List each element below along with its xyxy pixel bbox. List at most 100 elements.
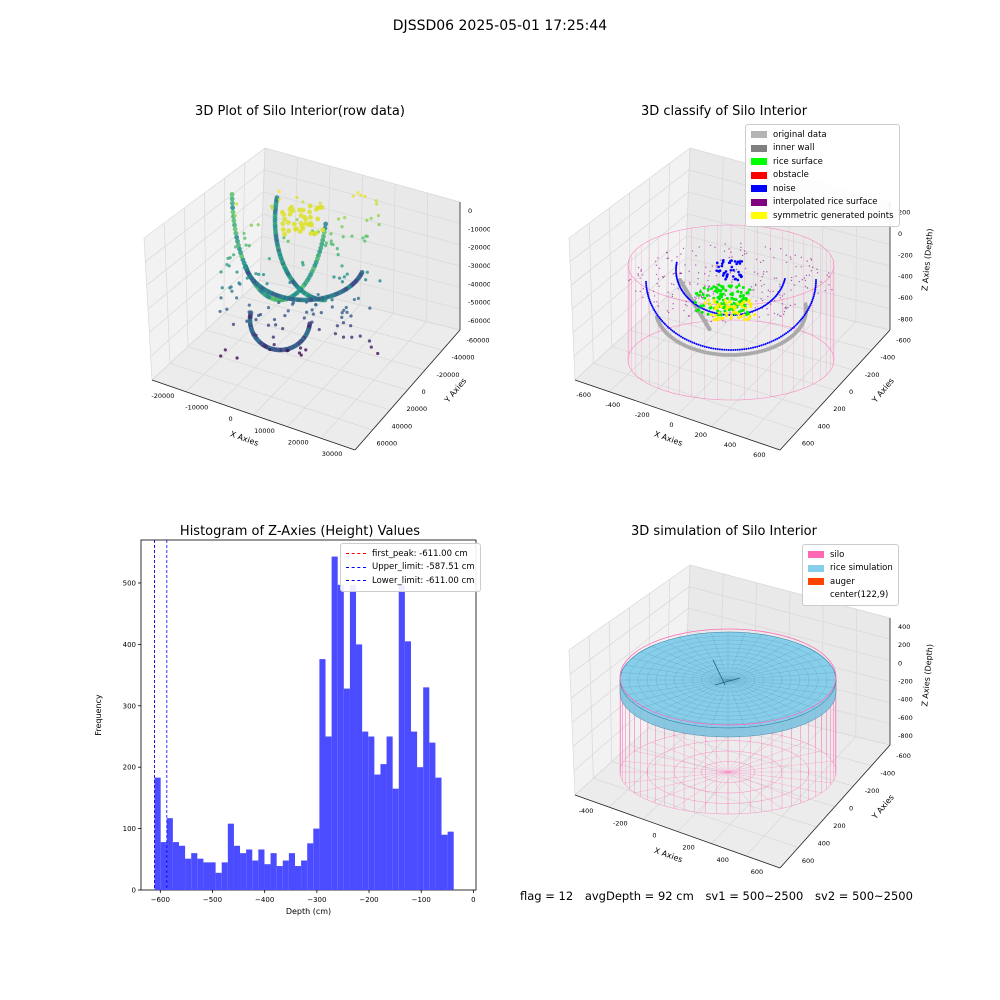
p2-noise-point [646, 289, 649, 292]
p1-point [237, 246, 242, 252]
p1-point [314, 206, 319, 212]
p2-interp-point [698, 246, 700, 248]
p2-interp-point [826, 274, 828, 277]
p1-point [282, 236, 286, 240]
p2-noise-point [812, 295, 815, 298]
p2-noise-point [772, 339, 775, 342]
p4-rice-mesh-spoke [727, 637, 778, 681]
p1-point [230, 289, 234, 293]
p2-noise-point [725, 348, 728, 351]
p4-x-tick-label: 200 [682, 844, 694, 852]
p2-interp-point [743, 250, 746, 252]
p2-interp-point [808, 265, 811, 267]
p2-noise-point [706, 309, 709, 312]
p2-x-tick-label: -200 [635, 411, 650, 419]
p2-interp-point [680, 253, 682, 255]
p1-y-tick-label: 40000 [392, 422, 413, 430]
legend-label: silo [830, 549, 845, 560]
p2-interp-point [694, 299, 696, 301]
p2-noise-point [773, 296, 776, 299]
p4-silo-floor-spoke [727, 731, 757, 773]
hist-bar [423, 687, 430, 890]
p2-interp-point [760, 298, 762, 300]
p2-symmetric-point [753, 313, 757, 317]
p2-interp-point [720, 259, 722, 261]
legend-swatch [751, 171, 767, 179]
p4-y-tick-label: 600 [802, 857, 814, 865]
p4-y-tick-label: 400 [818, 840, 830, 848]
p2-interp-point [762, 260, 765, 262]
p1-point [232, 222, 237, 228]
p2-noise-point [675, 261, 678, 264]
p2-interp-point [780, 315, 782, 318]
p2-interp-point [795, 275, 797, 277]
p2-x-tick-label: 400 [724, 441, 736, 449]
p2-interp-point [794, 254, 796, 256]
p1-point [277, 189, 281, 194]
p2-noise-point [716, 348, 719, 351]
p2-interp-point [763, 283, 765, 286]
p2-interp-point [666, 257, 668, 260]
p2-symmetric-point [725, 307, 729, 311]
p2-rice-point [719, 295, 723, 299]
p1-grid-line [259, 147, 266, 281]
p2-noise-point [774, 338, 777, 341]
p2-interp-point [666, 310, 669, 312]
p1-point [301, 200, 305, 204]
p2-symmetric-point [742, 300, 746, 304]
p4-rice-mesh-spoke [651, 645, 729, 681]
p2-interp-point [629, 278, 631, 281]
p2-interp-point [761, 299, 764, 302]
p1-point [274, 323, 278, 327]
p2-interp-point [655, 264, 658, 266]
p1-point [349, 314, 353, 318]
p1-point [300, 225, 306, 231]
p2-interp-point [803, 277, 806, 279]
p1-point [285, 220, 291, 226]
p2-interp-point [779, 315, 781, 317]
p1-z-tick-label: -50000 [468, 299, 490, 307]
p2-symmetric-point [708, 303, 712, 307]
p2-noise-point [807, 307, 810, 310]
p1-point [280, 221, 286, 227]
p2-interp-point [668, 311, 670, 314]
p2-symmetric-point [703, 301, 707, 305]
p1-point [249, 223, 254, 227]
p2-noise-point [745, 347, 748, 350]
p2-interp-point [728, 248, 730, 250]
p2-noise-point [645, 288, 648, 291]
p2-interp-point [745, 252, 748, 255]
legend-swatch [808, 592, 824, 599]
p1-point [314, 303, 318, 307]
p2-interp-point [808, 274, 811, 276]
p4-rice-mesh-spoke [727, 679, 778, 723]
p2-y-tick-label: 200 [833, 405, 845, 413]
p2-noise-point [804, 312, 807, 315]
p2-noise-point [714, 347, 717, 350]
p4-z-tick-label: 0 [898, 659, 902, 667]
p2-noise-point [754, 346, 757, 349]
p1-point [342, 275, 346, 279]
p1-point [230, 205, 236, 211]
p2-noise-point [724, 270, 728, 273]
p2-noise-point [808, 305, 811, 308]
p2-rice-point [697, 293, 701, 297]
p2-noise-point [788, 329, 791, 332]
hist-bar [447, 831, 454, 890]
hist-bar [374, 774, 381, 890]
p2-noise-point [648, 298, 651, 301]
p2-interp-point [707, 286, 710, 289]
p1-pane-left [144, 148, 265, 380]
p2-noise-point [732, 268, 735, 272]
legend-label: inner wall [773, 143, 815, 154]
legend-entry: rice simulation [808, 562, 893, 576]
hist-bar [380, 764, 387, 890]
p2-interp-point [769, 290, 771, 293]
p2-interp-point [780, 248, 782, 250]
p2-noise-point [645, 286, 648, 289]
p1-point [351, 194, 355, 198]
p2-interp-point [785, 306, 787, 308]
p2-symmetric-point [748, 314, 752, 318]
p2-interp-point [820, 281, 822, 283]
legend-swatch [751, 158, 767, 166]
